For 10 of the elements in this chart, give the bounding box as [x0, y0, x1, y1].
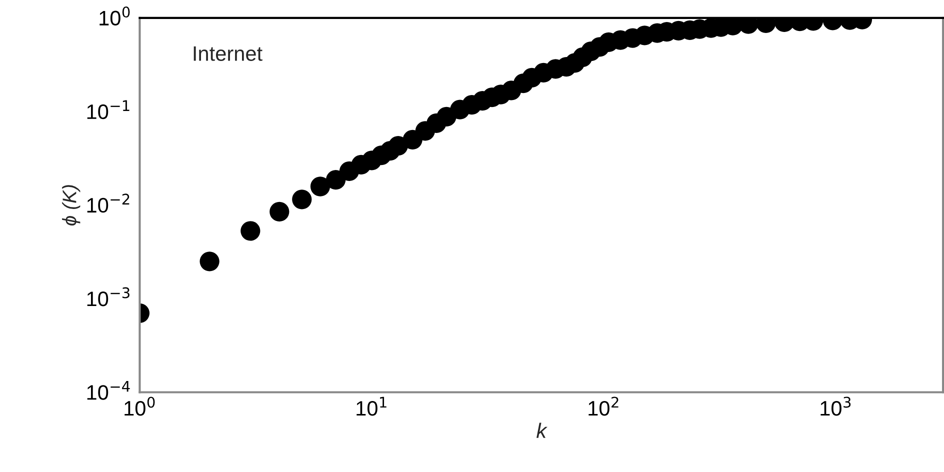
x-tick-label: 10$^{2}$: [588, 396, 618, 416]
y-tick-label: 10$^{−3}$: [87, 287, 130, 306]
y-axis-title: ϕ (K): [62, 185, 80, 226]
x-tick-label: 10$^{1}$: [356, 396, 386, 416]
x-axis-title: k: [536, 422, 548, 438]
y-tick-label: 10$^{−1}$: [87, 100, 130, 120]
annotation: Internet: [194, 46, 262, 61]
y-tick-label: 10$^{0}$: [100, 6, 130, 26]
y-tick-label: 10$^{−2}$: [87, 194, 130, 213]
x-tick-label: 10$^{3}$: [820, 396, 851, 416]
